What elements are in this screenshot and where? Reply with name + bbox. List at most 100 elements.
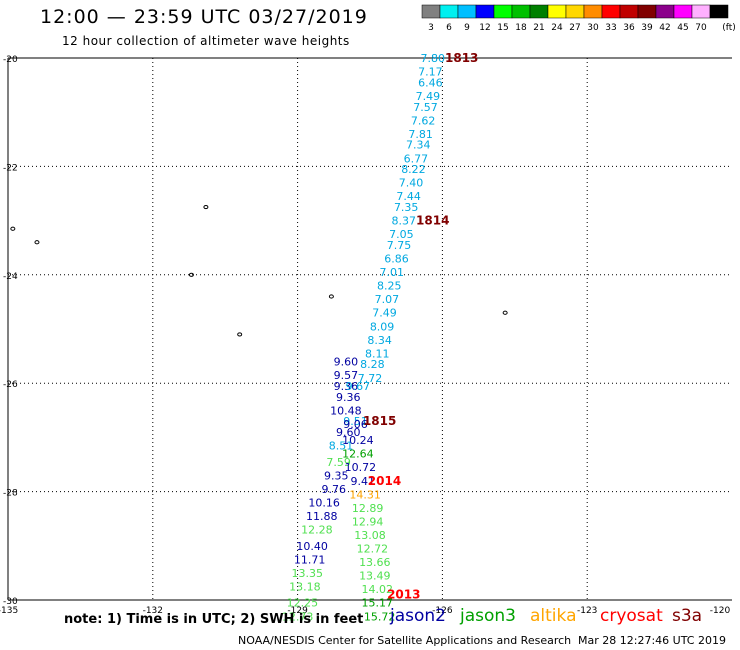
color-legend: 3 6 9 12 15 18 21 24 27 30 33 36 39 42 45 70 (ft) [421, 4, 736, 33]
swh-label: 12.28 [301, 524, 333, 537]
lat-tick-label: -22 [3, 163, 18, 173]
lon-tick-label: -123 [577, 606, 597, 616]
swh-label: 9.60 [334, 356, 359, 369]
legend-tick-label: 6 [446, 23, 452, 33]
swh-label: 12.73 [282, 610, 314, 623]
swh-label: 8.22 [401, 163, 426, 176]
swh-label: 7.49 [372, 307, 397, 320]
swh-label: 10.40 [296, 540, 328, 553]
swh-label: 9.06 [343, 418, 368, 431]
swh-label: 10.72 [345, 461, 377, 474]
legend-tick-label: 24 [551, 23, 563, 33]
swh-label: 9.36 [334, 380, 359, 393]
island-henderson-a [10, 226, 16, 231]
legend-swatch [583, 4, 603, 19]
legend-cryosat: cryosat [600, 606, 663, 626]
islands-layer [10, 204, 508, 337]
lon-tick-label: -135 [0, 606, 18, 616]
pass-time-label: 1815 [363, 414, 396, 428]
legend-tick-label: 3 [428, 23, 434, 33]
swh-label: 7.35 [394, 201, 419, 214]
lat-tick-label: -26 [3, 380, 18, 390]
legend-tick-label: 18 [515, 23, 527, 33]
pass-time-labels-layer: 1813 1814 1815 2014 2013 [363, 51, 478, 602]
legend-swatch [511, 4, 531, 19]
swh-label: 9.67 [346, 380, 371, 393]
legend-tick-label: 27 [569, 23, 580, 33]
swh-label: 9.60 [336, 426, 361, 439]
lon-tick-label: -120 [710, 606, 731, 616]
swh-label: 7.01 [379, 266, 404, 279]
legend-swatch [493, 4, 513, 19]
legend-jason2: jason2 [390, 606, 446, 626]
swh-label: 13.18 [289, 580, 321, 593]
legend-swatch [529, 4, 549, 19]
lat-tick-label: -28 [3, 489, 18, 499]
legend-tick-label: 70 [695, 23, 707, 33]
legend-tick-label: 21 [533, 23, 544, 33]
swh-label: 10.16 [308, 496, 340, 509]
island-pitcairn [34, 240, 40, 245]
swh-label: 8.51 [329, 440, 354, 453]
pass-time-label: 1813 [445, 51, 478, 65]
swh-label: 12.25 [287, 597, 319, 610]
swh-label: 15.72 [364, 610, 396, 623]
swh-label: 15.17 [361, 597, 393, 610]
lon-tick-label: -132 [143, 606, 163, 616]
swh-label: 7.05 [389, 228, 414, 241]
legend-unit: (ft) [722, 23, 736, 33]
swh-label: 13.66 [359, 556, 391, 569]
legend-swatch [619, 4, 639, 19]
island-islet-a [188, 272, 194, 277]
legend-jason3: jason3 [460, 606, 516, 626]
legend-tick-label: 12 [479, 23, 490, 33]
lat-tick-label: -30 [3, 597, 18, 607]
swh-label: 7.81 [408, 128, 433, 141]
island-islet-b [328, 294, 334, 299]
legend-swatch [421, 4, 441, 19]
swh-label: 8.09 [370, 320, 395, 333]
swh-label: 9.36 [336, 391, 361, 404]
swh-label: 9.57 [334, 369, 359, 382]
legend-tick-label: 45 [677, 23, 688, 33]
swh-label: 7.57 [413, 101, 438, 114]
swh-label: 8.34 [367, 334, 392, 347]
pass-time-label: 1814 [416, 214, 449, 228]
page-subtitle: 12 hour collection of altimeter wave hei… [62, 34, 350, 48]
legend-swatch [457, 4, 477, 19]
swh-label: 10.48 [330, 404, 362, 417]
lon-tick-label: -129 [287, 606, 308, 616]
swh-label: 14.31 [349, 488, 381, 501]
swh-label: 13.08 [354, 529, 386, 542]
swh-label: 9.35 [324, 469, 349, 482]
swh-label: 13.35 [292, 567, 324, 580]
swh-label: 6.46 [418, 76, 443, 89]
footer-timestamp: Mar 28 12:27:46 UTC 2019 [578, 634, 726, 647]
swh-label: 7.40 [399, 177, 424, 190]
legend-tick-label: 39 [641, 23, 653, 33]
legend-tick-label: 15 [497, 23, 508, 33]
swh-label: 12.72 [357, 543, 389, 556]
swh-label: 6.77 [404, 152, 429, 165]
pass-time-label: 2013 [387, 588, 420, 602]
page-title: 12:00 — 23:59 UTC 03/27/2019 [40, 6, 368, 28]
swh-label: 7.72 [358, 372, 383, 385]
swh-label: 8.37 [392, 215, 417, 228]
pass-time-label: 2014 [368, 474, 401, 488]
swh-label: 9.76 [322, 483, 347, 496]
swh-label: 12.89 [352, 502, 384, 515]
legend-swatch [655, 4, 675, 19]
swh-label: 7.62 [411, 114, 436, 127]
swh-labels-layer: 7.807.176.467.497.577.627.817.346.778.22… [282, 52, 445, 623]
legend-swatch [475, 4, 495, 19]
swh-label: 10.24 [342, 434, 374, 447]
swh-label: 8.28 [360, 358, 385, 371]
swh-label: 12.64 [342, 448, 374, 461]
footer-credit: NOAA/NESDIS Center for Satellite Applica… [238, 634, 572, 647]
swh-label: 7.17 [418, 66, 443, 79]
swh-label: 7.75 [387, 239, 412, 252]
swh-label: 14.02 [361, 583, 393, 596]
legend-swatch [547, 4, 567, 19]
swh-label: 11.88 [306, 510, 338, 523]
